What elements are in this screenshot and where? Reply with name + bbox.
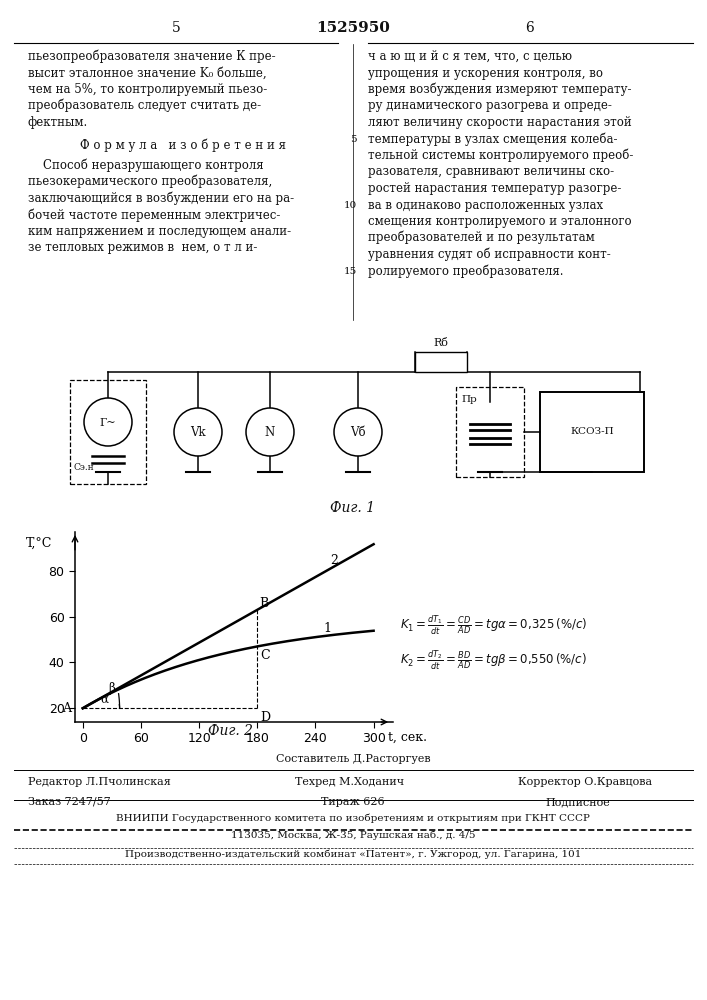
Text: 1: 1 xyxy=(323,622,331,635)
Circle shape xyxy=(334,408,382,456)
Text: время возбуждения измеряют температу-: время возбуждения измеряют температу- xyxy=(368,83,631,96)
Bar xyxy=(70,380,146,484)
Text: Способ неразрушающего контроля: Способ неразрушающего контроля xyxy=(28,158,264,172)
Text: температуры в узлах смещения колеба-: температуры в узлах смещения колеба- xyxy=(368,132,617,145)
Text: A: A xyxy=(62,702,71,715)
Text: Заказ 7247/57: Заказ 7247/57 xyxy=(28,797,111,807)
Text: ростей нарастания температур разогре-: ростей нарастания температур разогре- xyxy=(368,182,621,195)
Text: заключающийся в возбуждении его на ра-: заключающийся в возбуждении его на ра- xyxy=(28,192,294,205)
Text: T,°C: T,°C xyxy=(26,537,52,550)
Circle shape xyxy=(84,398,132,446)
Text: Сэ.н: Сэ.н xyxy=(73,462,94,472)
Text: высит эталонное значение K₀ больше,: высит эталонное значение K₀ больше, xyxy=(28,66,267,80)
Text: смещения контролируемого и эталонного: смещения контролируемого и эталонного xyxy=(368,215,631,228)
Text: Корректор О.Кравцова: Корректор О.Кравцова xyxy=(518,777,652,787)
Text: фектным.: фектным. xyxy=(28,116,88,129)
Text: уравнения судят об исправности конт-: уравнения судят об исправности конт- xyxy=(368,247,611,261)
Bar xyxy=(415,352,467,372)
Text: разователя, сравнивают величины ско-: разователя, сравнивают величины ско- xyxy=(368,165,614,178)
Text: Vб: Vб xyxy=(350,426,366,440)
Text: C: C xyxy=(260,649,270,662)
Circle shape xyxy=(246,408,294,456)
Text: Подписное: Подписное xyxy=(545,797,609,807)
Text: КСОЗ-П: КСОЗ-П xyxy=(570,428,614,436)
Text: Г~: Г~ xyxy=(100,418,117,428)
Text: 2: 2 xyxy=(330,554,338,567)
Text: 5: 5 xyxy=(351,135,357,144)
Text: B: B xyxy=(259,597,269,610)
Text: N: N xyxy=(265,426,275,440)
Circle shape xyxy=(174,408,222,456)
Text: Тираж 626: Тираж 626 xyxy=(321,797,385,807)
Text: Фиг. 2: Фиг. 2 xyxy=(207,724,252,738)
Text: D: D xyxy=(260,711,270,724)
Text: ролируемого преобразователя.: ролируемого преобразователя. xyxy=(368,264,563,277)
Text: $K_1=\frac{dT_1}{dt}=\frac{CD}{AD}=tg\alpha=0{,}325\,(\%/c)$: $K_1=\frac{dT_1}{dt}=\frac{CD}{AD}=tg\al… xyxy=(400,614,588,637)
Text: ч а ю щ и й с я тем, что, с целью: ч а ю щ и й с я тем, что, с целью xyxy=(368,50,572,63)
Text: β: β xyxy=(108,682,115,695)
Text: 15: 15 xyxy=(344,267,357,276)
Text: ляют величину скорости нарастания этой: ляют величину скорости нарастания этой xyxy=(368,116,632,129)
Text: α: α xyxy=(100,693,108,706)
Text: Редактор Л.Пчолинская: Редактор Л.Пчолинская xyxy=(28,777,171,787)
Text: t, сек.: t, сек. xyxy=(388,731,427,744)
Text: ким напряжением и последующем анали-: ким напряжением и последующем анали- xyxy=(28,225,291,238)
Text: пьезокерамического преобразователя,: пьезокерамического преобразователя, xyxy=(28,175,272,188)
Text: 113035, Москва, Ж-35, Раушская наб., д. 4/5: 113035, Москва, Ж-35, Раушская наб., д. … xyxy=(230,830,475,840)
Text: тельной системы контролируемого преоб-: тельной системы контролируемого преоб- xyxy=(368,148,633,162)
Text: ва в одинаково расположенных узлах: ва в одинаково расположенных узлах xyxy=(368,198,603,212)
Text: преобразователей и по результатам: преобразователей и по результатам xyxy=(368,231,595,244)
Text: Производственно-издательский комбинат «Патент», г. Ужгород, ул. Гагарина, 101: Производственно-издательский комбинат «П… xyxy=(125,850,581,859)
Text: Ф о р м у л а   и з о б р е т е н и я: Ф о р м у л а и з о б р е т е н и я xyxy=(80,138,286,151)
Bar xyxy=(540,392,644,472)
Text: 6: 6 xyxy=(525,21,534,35)
Text: 5: 5 xyxy=(172,21,180,35)
Text: Rб: Rб xyxy=(433,338,448,348)
Text: Пр: Пр xyxy=(461,395,477,404)
Text: 10: 10 xyxy=(344,202,357,211)
Text: бочей частоте переменным электричес-: бочей частоте переменным электричес- xyxy=(28,208,281,222)
Text: Фиг. 1: Фиг. 1 xyxy=(330,501,375,515)
Text: $K_2=\frac{dT_2}{dt}=\frac{BD}{AD}=tg\beta=0{,}550\,(\%/c)$: $K_2=\frac{dT_2}{dt}=\frac{BD}{AD}=tg\be… xyxy=(400,649,587,672)
Text: ВНИИПИ Государственного комитета по изобретениям и открытиям при ГКНТ СССР: ВНИИПИ Государственного комитета по изоб… xyxy=(116,814,590,823)
Text: ру динамического разогрева и опреде-: ру динамического разогрева и опреде- xyxy=(368,100,612,112)
Text: пьезопреобразователя значение К пре-: пьезопреобразователя значение К пре- xyxy=(28,49,276,63)
Text: чем на 5%, то контролируемый пьезо-: чем на 5%, то контролируемый пьезо- xyxy=(28,83,267,96)
Text: Составитель Д.Расторгуев: Составитель Д.Расторгуев xyxy=(276,754,431,764)
Text: преобразователь следует считать де-: преобразователь следует считать де- xyxy=(28,99,261,112)
Text: Техред М.Ходанич: Техред М.Ходанич xyxy=(295,777,404,787)
Bar xyxy=(456,387,524,477)
Text: упрощения и ускорения контроля, во: упрощения и ускорения контроля, во xyxy=(368,66,603,80)
Text: зе тепловых режимов в  нем, о т л и-: зе тепловых режимов в нем, о т л и- xyxy=(28,241,257,254)
Text: Vk: Vk xyxy=(190,426,206,440)
Text: 1525950: 1525950 xyxy=(316,21,390,35)
